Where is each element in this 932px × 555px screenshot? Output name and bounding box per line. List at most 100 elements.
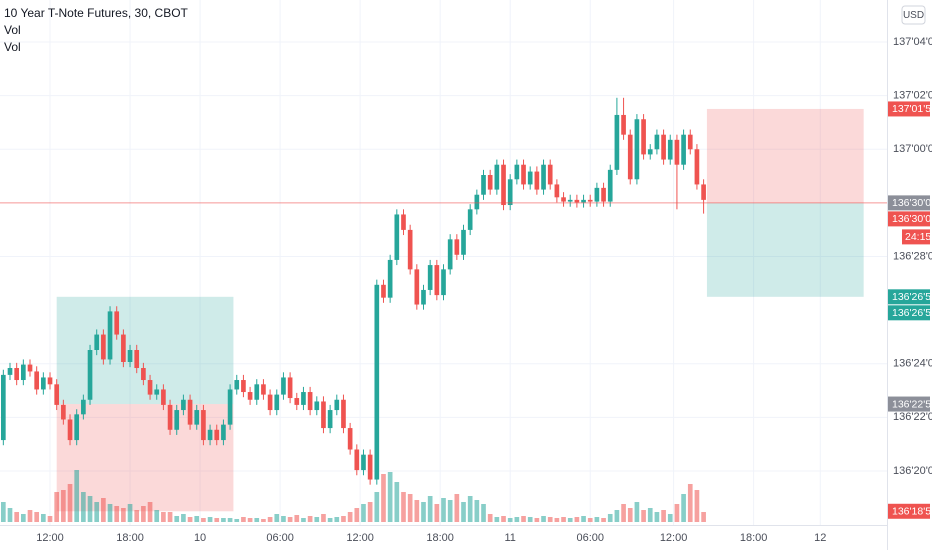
candle-body: [201, 410, 206, 441]
candle-body: [601, 187, 606, 202]
candle-body: [61, 404, 66, 420]
y-tick-label: 137'02'0: [893, 90, 932, 102]
candle-body: [101, 334, 106, 360]
candle-body: [427, 265, 433, 290]
candle-body: [474, 194, 480, 210]
candle-body: [574, 199, 580, 203]
volume-bar: [607, 514, 613, 522]
currency[interactable]: USD: [903, 10, 924, 21]
price-label: [888, 305, 930, 321]
candle-body: [687, 134, 693, 150]
volume-bar: [574, 517, 580, 522]
candle-body: [207, 429, 213, 441]
candle-body: [47, 377, 53, 385]
volume-bar: [181, 514, 186, 522]
background: [0, 0, 887, 525]
volume-bar: [641, 510, 646, 522]
volume-bar: [34, 512, 40, 522]
candle-body: [541, 164, 546, 190]
volume-bar: [447, 500, 453, 522]
price-label-text: 136'22'5: [892, 398, 931, 410]
volume-bar: [54, 492, 60, 522]
candle-body: [267, 394, 273, 411]
candle-body: [634, 119, 640, 180]
position-profit: [56, 296, 234, 405]
volume-bar: [467, 496, 473, 522]
x-tick-label: 18:00: [116, 532, 144, 544]
volume-bar: [441, 498, 446, 522]
x-tick-label: 06:00: [576, 532, 604, 544]
candle-body: [414, 269, 420, 305]
x-tick-label: 12: [814, 532, 826, 544]
volume-bar: [47, 516, 53, 522]
candle-body: [527, 171, 533, 185]
candle-body: [81, 399, 86, 415]
candle-body: [627, 134, 633, 180]
currency-button[interactable]: [901, 5, 926, 25]
candle-body: [607, 169, 613, 202]
volume-bar: [314, 517, 320, 522]
volume-bar: [481, 504, 486, 522]
y-tick-label: 136'28'0: [893, 250, 932, 262]
volume-bar: [7, 508, 13, 522]
volume-bar: [501, 516, 506, 522]
volume-bar: [587, 518, 593, 522]
candle-body: [441, 269, 446, 296]
volume-bar: [367, 502, 373, 522]
countdown-label: [902, 229, 930, 245]
candle-body: [421, 289, 426, 305]
x-tick-label: 12:00: [346, 532, 374, 544]
volume-bar: [394, 482, 400, 522]
volume-bar: [21, 514, 26, 522]
volume-bar: [134, 510, 140, 522]
volume-bar: [201, 518, 206, 522]
candle-body: [321, 401, 326, 429]
candle-body: [74, 414, 80, 441]
x-tick-label: 06:00: [266, 532, 294, 544]
x-tick-label: 10: [194, 532, 206, 544]
candle-body: [121, 334, 126, 363]
volume-bar: [207, 517, 213, 522]
volume-bar: [507, 518, 513, 522]
volume-bar: [154, 510, 160, 522]
indicator-label: Vol: [4, 23, 21, 37]
candle-body: [367, 454, 373, 480]
candle-body: [334, 399, 340, 411]
y-tick-label: 137'00'0: [893, 143, 932, 155]
candle-body: [381, 284, 386, 298]
candle-body: [214, 429, 220, 441]
volume-bar: [667, 514, 673, 522]
candle-body: [614, 114, 620, 170]
volume-bar: [387, 472, 393, 522]
volume-bar: [287, 517, 293, 522]
volume-bar: [407, 494, 413, 522]
volume-bar: [214, 518, 220, 522]
x-tick-label: 12:00: [36, 532, 64, 544]
candle-body: [327, 410, 333, 429]
volume-bar: [14, 512, 20, 522]
candle-body: [387, 259, 393, 298]
candle-body: [554, 184, 560, 198]
volume-bar: [654, 512, 660, 522]
volume-bar: [454, 494, 460, 522]
volume-bar: [494, 517, 500, 522]
volume-bar: [694, 490, 700, 522]
candle-body: [361, 454, 366, 471]
candle-body: [127, 350, 133, 363]
price-label: [888, 289, 930, 305]
candle-body: [54, 384, 60, 405]
volume-bar: [267, 517, 273, 522]
candle-body: [1, 374, 6, 441]
candle-body: [141, 368, 146, 381]
price-label: [888, 396, 930, 412]
candle-body: [194, 410, 200, 425]
price-label: [888, 503, 930, 519]
candle-body: [701, 184, 706, 200]
volume-bar: [361, 504, 366, 522]
candle-body: [247, 392, 253, 400]
volume-bar: [221, 518, 226, 522]
candle-body: [167, 404, 173, 430]
candle-body: [14, 368, 20, 381]
volume-bar: [174, 516, 180, 522]
